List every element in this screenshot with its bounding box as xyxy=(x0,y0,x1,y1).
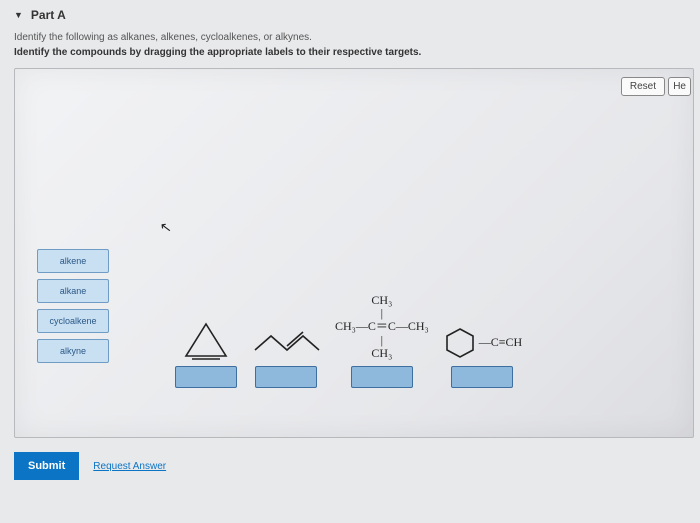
formula-3: CH₃ | CH₃—C＝C—CH₃ | CH₃ xyxy=(335,294,429,360)
molecule-cyclohexyl-alkyne: —C≡CH xyxy=(443,326,522,388)
dropzone-4[interactable] xyxy=(451,366,513,388)
submit-button[interactable]: Submit xyxy=(14,452,79,480)
part-label: Part A xyxy=(31,8,66,22)
part-header: ▼ Part A xyxy=(14,8,700,22)
dropzone-2[interactable] xyxy=(255,366,317,388)
page-root: ▼ Part A Identify the following as alkan… xyxy=(0,0,700,523)
molecule-alkene-skeletal xyxy=(251,320,321,388)
cursor-icon: ↖ xyxy=(159,218,173,236)
dropzone-3[interactable] xyxy=(351,366,413,388)
label-alkane[interactable]: alkane xyxy=(37,279,109,303)
hexagon-icon xyxy=(443,326,477,360)
molecule-cyclopropane xyxy=(175,320,237,388)
label-alkyne[interactable]: alkyne xyxy=(37,339,109,363)
draggable-label-stack: alkene alkane cycloalkene alkyne xyxy=(37,249,109,363)
collapse-caret-icon[interactable]: ▼ xyxy=(14,10,23,20)
bottom-bar: Submit Request Answer xyxy=(14,452,700,480)
formula-4: —C≡CH xyxy=(479,336,522,349)
request-answer-link[interactable]: Request Answer xyxy=(93,461,166,472)
instruction-line-1: Identify the following as alkanes, alken… xyxy=(14,32,700,43)
label-alkene[interactable]: alkene xyxy=(37,249,109,273)
triangle-structure-icon xyxy=(182,320,230,360)
instruction-line-2: Identify the compounds by dragging the a… xyxy=(14,47,700,58)
skeletal-alkene-icon xyxy=(251,320,321,360)
help-button[interactable]: He xyxy=(668,77,691,96)
drag-drop-workspace: Reset He ↖ alkene alkane cycloalkene alk… xyxy=(14,68,694,438)
reset-button[interactable]: Reset xyxy=(621,77,665,96)
label-cycloalkene[interactable]: cycloalkene xyxy=(37,309,109,333)
molecule-branched-alkene: CH₃ | CH₃—C＝C—CH₃ | CH₃ xyxy=(335,294,429,388)
molecule-row: CH₃ | CH₃—C＝C—CH₃ | CH₃ —C≡CH xyxy=(175,294,522,388)
dropzone-1[interactable] xyxy=(175,366,237,388)
